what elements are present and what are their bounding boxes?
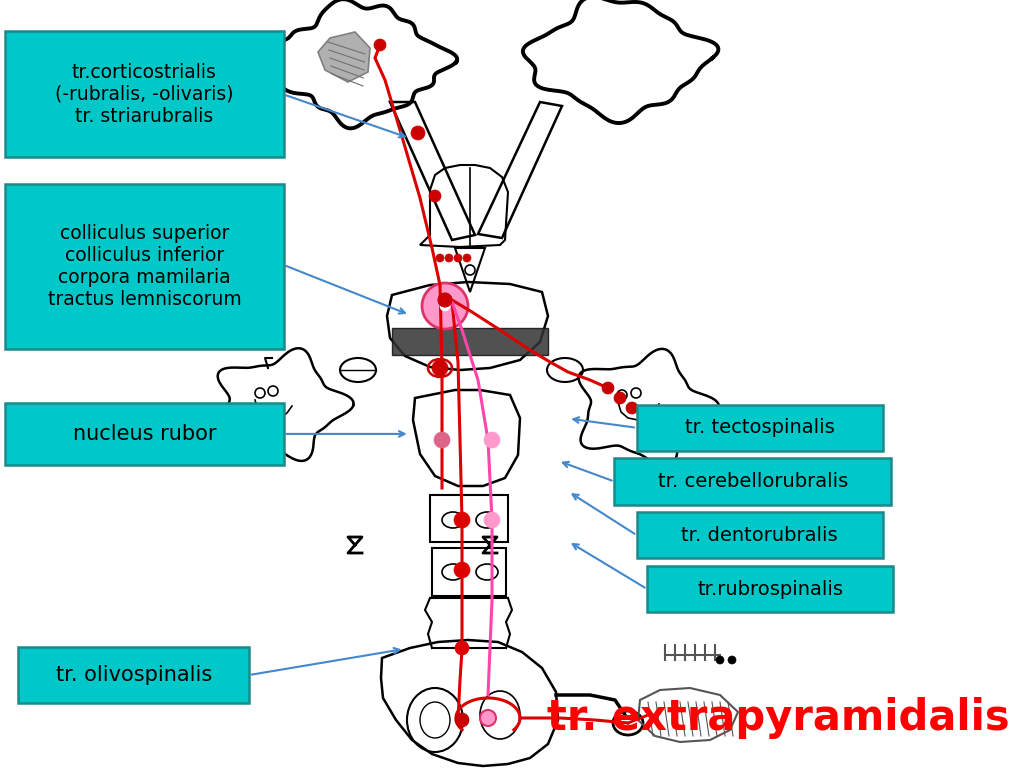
Text: tr. dentorubralis: tr. dentorubralis — [682, 526, 838, 545]
Ellipse shape — [445, 254, 453, 262]
Ellipse shape — [454, 562, 470, 578]
Ellipse shape — [480, 710, 496, 726]
Ellipse shape — [455, 713, 469, 727]
Polygon shape — [318, 32, 370, 82]
Ellipse shape — [602, 382, 614, 394]
Ellipse shape — [429, 190, 441, 202]
Text: colliculus superior
colliculus inferior
corpora mamilaria
tractus lemniscorum: colliculus superior colliculus inferior … — [47, 224, 242, 310]
Polygon shape — [392, 328, 548, 355]
Bar — [614, 458, 891, 505]
Ellipse shape — [463, 254, 471, 262]
Ellipse shape — [716, 656, 724, 664]
Ellipse shape — [484, 432, 500, 448]
Text: tr.corticostrialis
(-rubralis, -olivaris)
tr. striarubralis: tr.corticostrialis (-rubralis, -olivaris… — [55, 62, 233, 126]
Text: tr. extrapyramidalis: tr. extrapyramidalis — [547, 697, 1010, 739]
Ellipse shape — [434, 432, 450, 448]
Ellipse shape — [626, 402, 638, 414]
Ellipse shape — [436, 254, 444, 262]
Text: tr.rubrospinalis: tr.rubrospinalis — [697, 580, 843, 598]
Ellipse shape — [432, 360, 449, 376]
Text: tr. tectospinalis: tr. tectospinalis — [685, 419, 835, 437]
Ellipse shape — [484, 512, 500, 528]
Ellipse shape — [438, 293, 452, 307]
Ellipse shape — [374, 39, 386, 51]
Text: tr. cerebellorubralis: tr. cerebellorubralis — [657, 472, 848, 491]
Bar — [647, 566, 893, 612]
Ellipse shape — [454, 512, 470, 528]
Ellipse shape — [455, 641, 469, 655]
Ellipse shape — [614, 392, 626, 404]
Ellipse shape — [440, 301, 450, 311]
Ellipse shape — [438, 293, 452, 307]
Bar — [18, 647, 249, 703]
Bar — [5, 403, 284, 465]
Ellipse shape — [411, 126, 425, 140]
Bar — [637, 512, 883, 558]
Ellipse shape — [454, 254, 462, 262]
Bar — [5, 184, 284, 349]
Ellipse shape — [728, 656, 736, 664]
Bar — [637, 405, 883, 451]
Ellipse shape — [422, 283, 468, 329]
Bar — [5, 31, 284, 157]
Text: nucleus rubor: nucleus rubor — [73, 424, 216, 444]
Text: tr. olivospinalis: tr. olivospinalis — [55, 665, 212, 685]
